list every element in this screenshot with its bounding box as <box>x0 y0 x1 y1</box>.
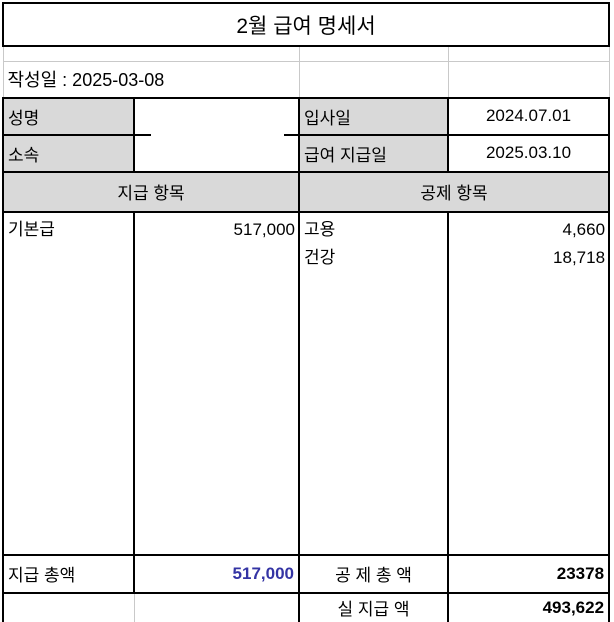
statement-title-cell[interactable]: 2월 급여 명세서 <box>1 2 611 47</box>
deduction-items-amount-column[interactable]: 4,660 18,718 <box>448 211 611 556</box>
name-value-cell[interactable] <box>134 96 300 173</box>
payment-items-label-column[interactable]: 기본급 <box>2 211 135 556</box>
hire-date-value-cell[interactable]: 2024.07.01 <box>448 96 611 136</box>
pay-date-value-cell[interactable]: 2025.03.10 <box>448 134 611 173</box>
spacer-cell-left[interactable] <box>2 46 300 62</box>
dept-label-cell[interactable]: 소속 <box>2 134 135 173</box>
payment-item-amount: 517,000 <box>233 219 295 239</box>
deduction-items-label-column[interactable]: 고용 건강 <box>299 211 449 556</box>
payment-total-label-cell[interactable]: 지급 총액 <box>2 554 135 594</box>
payment-section-header[interactable]: 지급 항목 <box>2 171 300 213</box>
net-pay-value-cell[interactable]: 493,622 <box>448 592 611 622</box>
payment-total-value-cell[interactable]: 517,000 <box>134 554 300 594</box>
pay-date-label-cell[interactable]: 급여 지급일 <box>299 134 449 173</box>
deduction-item-amount: 4,660 <box>562 219 606 239</box>
name-label-cell[interactable]: 성명 <box>2 96 135 136</box>
created-date-cell[interactable]: 작성일 : 2025-03-08 <box>2 61 300 98</box>
hire-date-label-cell[interactable]: 입사일 <box>299 96 449 136</box>
deduction-total-value-cell[interactable]: 23378 <box>448 554 611 594</box>
deduction-section-header[interactable]: 공제 항목 <box>299 171 611 213</box>
empty-cell[interactable] <box>299 61 449 98</box>
spacer-cell-mid[interactable] <box>299 46 449 62</box>
empty-cell[interactable] <box>2 592 135 622</box>
spacer-cell-right[interactable] <box>448 46 610 62</box>
deduction-total-label-cell[interactable]: 공 제 총 액 <box>299 554 449 594</box>
net-pay-label-cell[interactable]: 실 지급 액 <box>299 592 449 622</box>
empty-cell[interactable] <box>448 61 610 98</box>
payment-items-amount-column[interactable]: 517,000 <box>134 211 300 556</box>
deduction-item-label: 건강 <box>304 247 336 267</box>
empty-cell[interactable] <box>134 592 300 622</box>
deduction-item-amount: 18,718 <box>553 247 606 267</box>
payment-item-label: 기본급 <box>8 219 55 239</box>
deduction-item-label: 고용 <box>304 219 336 239</box>
